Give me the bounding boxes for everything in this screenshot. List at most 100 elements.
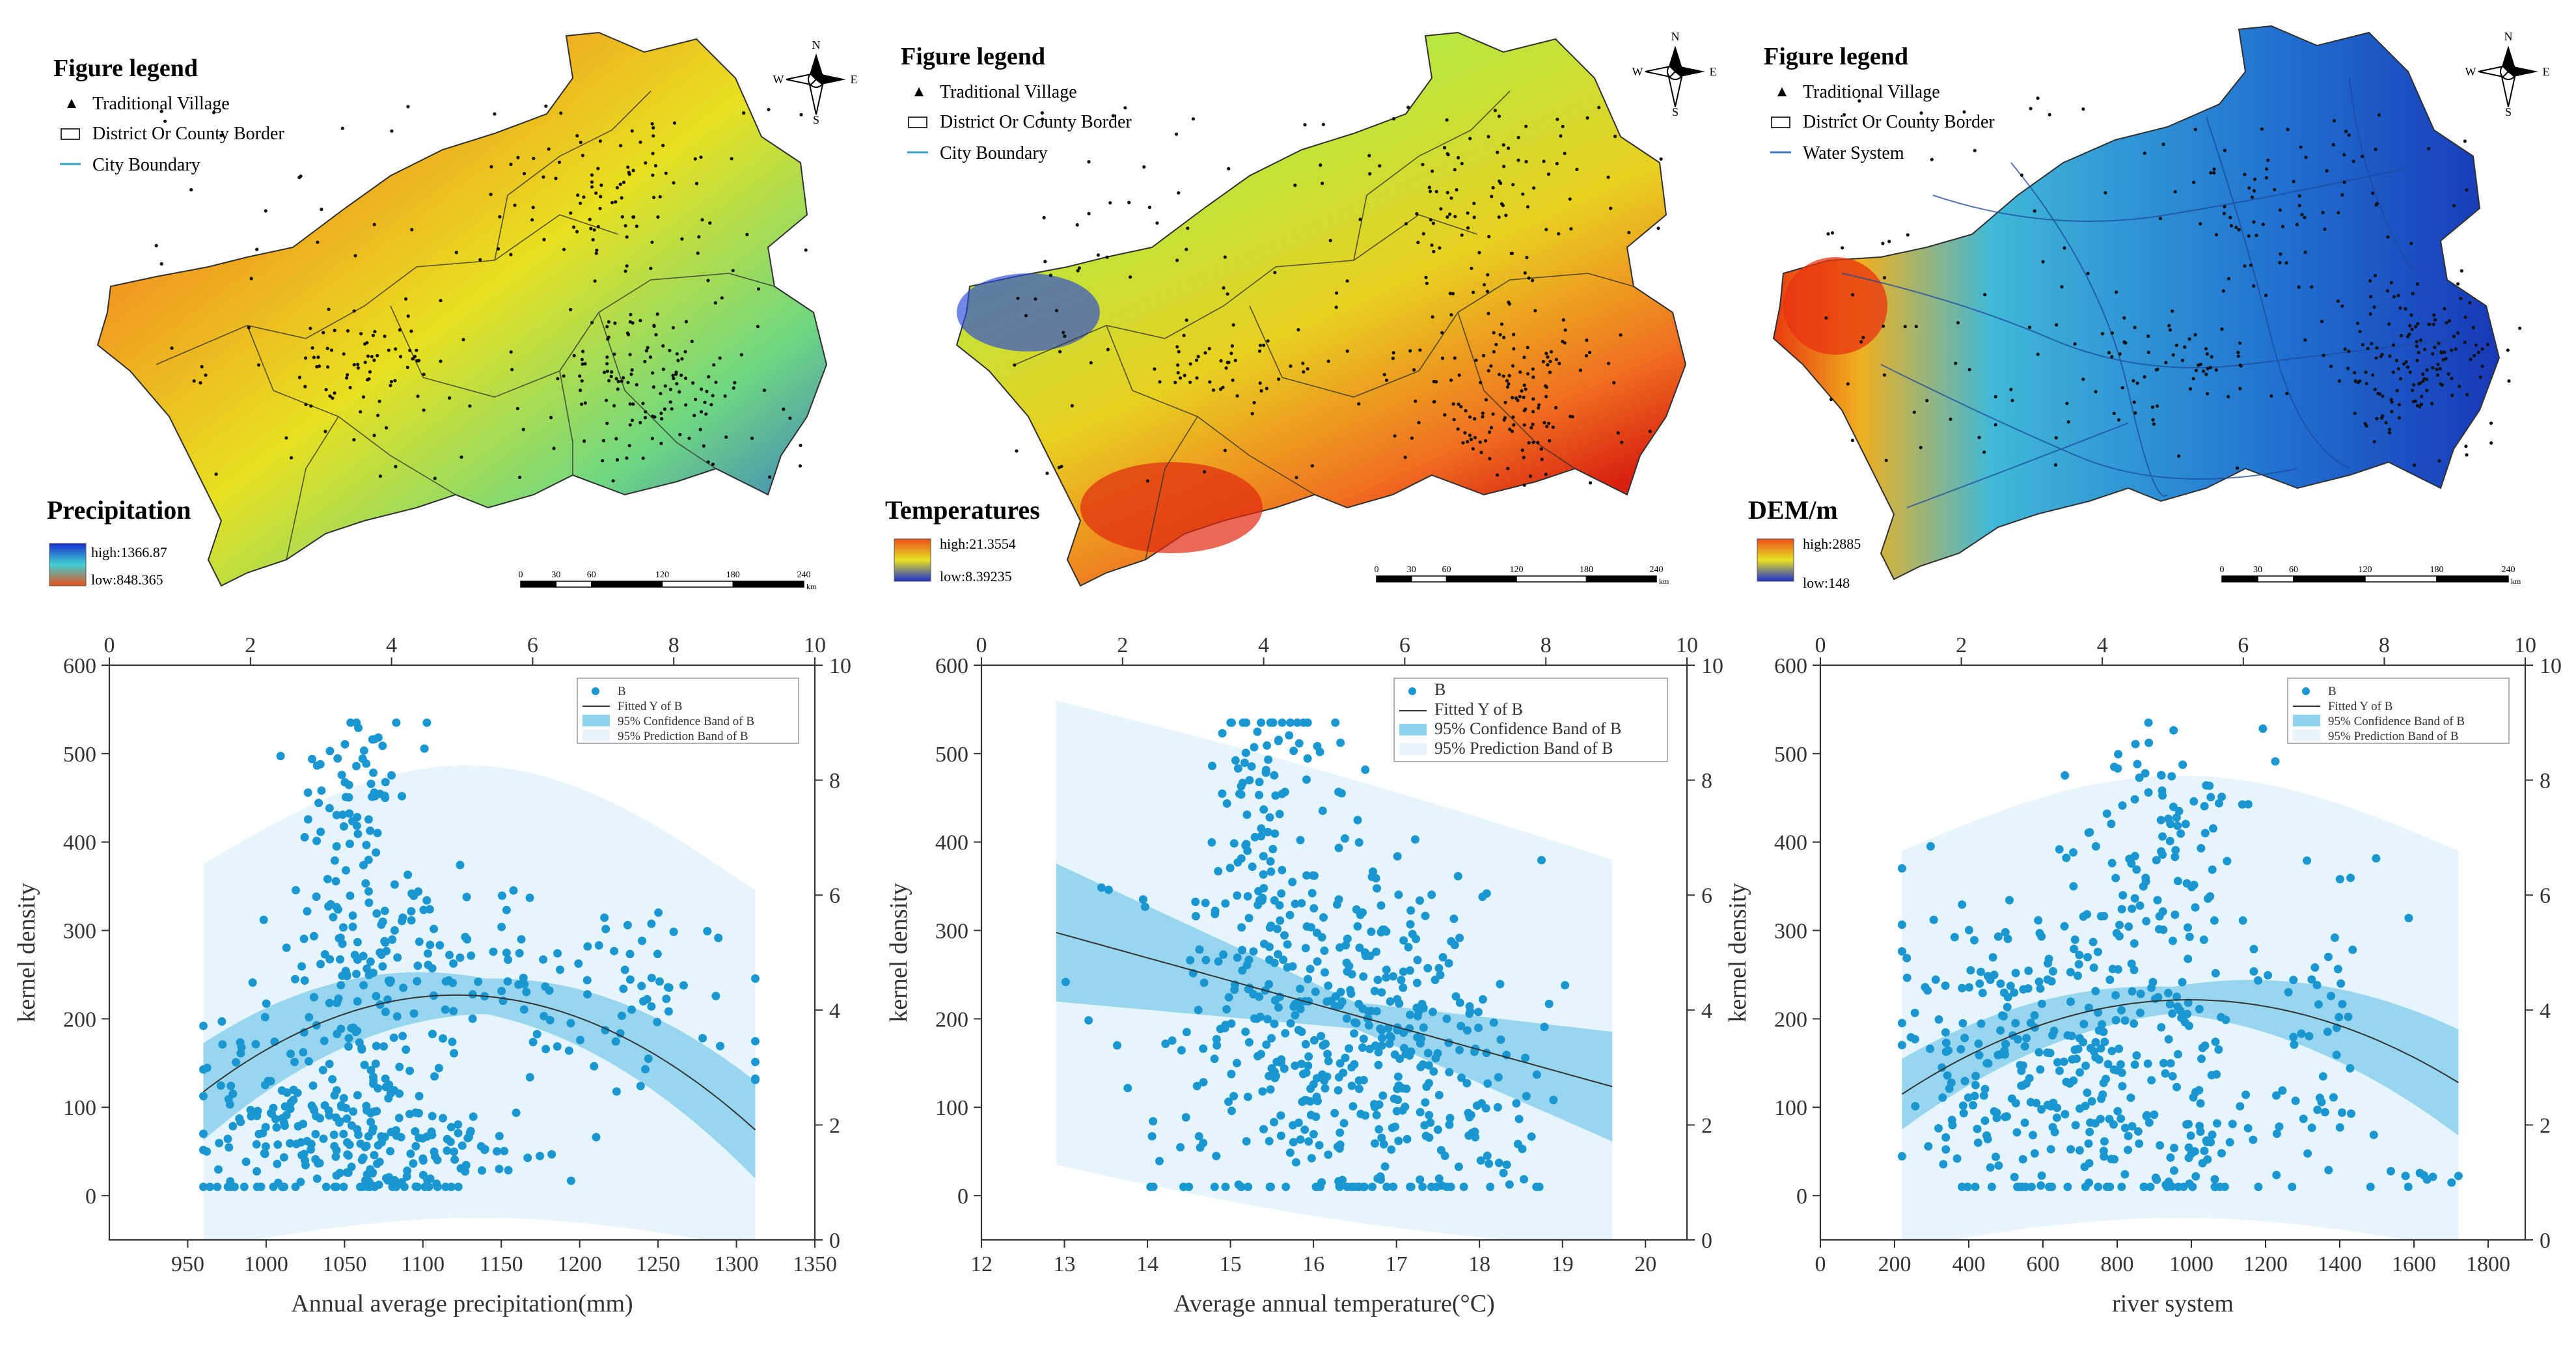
scatter-point [1229, 1092, 1239, 1101]
scatter-point [366, 779, 376, 788]
village-point [1525, 256, 1529, 260]
svg-text:S: S [1672, 105, 1679, 118]
village-point [578, 374, 582, 378]
village-point [699, 410, 704, 414]
scatter-point [1299, 718, 1308, 727]
village-point [1522, 483, 1526, 487]
scatter-point [2310, 963, 2320, 972]
scatter-point [2200, 802, 2209, 811]
village-point [404, 297, 408, 301]
scatter-point [325, 1060, 334, 1069]
village-point [768, 475, 772, 479]
village-point [1034, 297, 1037, 301]
village-point [1123, 106, 1127, 110]
village-point [1550, 350, 1554, 354]
village-point [1427, 185, 1431, 189]
village-point [1406, 105, 1410, 109]
scatter-point [1421, 1131, 1431, 1140]
legend-item-border: District Or County Border [61, 124, 284, 144]
scatter-point [1971, 1183, 1980, 1191]
scatter-point [419, 905, 428, 914]
scatter-point [2180, 1018, 2189, 1026]
scatter-point [308, 754, 316, 763]
scatter-point [1244, 914, 1254, 922]
village-point [653, 164, 658, 168]
village-point [1523, 271, 1527, 275]
village-point [2415, 359, 2419, 363]
scatter-point [1453, 872, 1462, 881]
legend-item-label: Traditional Village [940, 82, 1077, 102]
scale-unit: km [1659, 577, 1669, 586]
scatter-point [2173, 1050, 2182, 1059]
scatter-point [1227, 1069, 1236, 1078]
village-point [2369, 295, 2373, 299]
top-tick-label: 8 [1541, 633, 1552, 657]
scatter-point [1138, 895, 1147, 904]
scatter-point [2024, 967, 2033, 975]
scatter-point [1249, 947, 1258, 956]
village-point [2376, 392, 2380, 396]
scatter-point [316, 1114, 325, 1123]
village-point [1259, 389, 1263, 393]
scatter-point [2303, 1149, 2312, 1158]
scatter-point [430, 1072, 439, 1081]
scatter-point [1311, 987, 1320, 996]
village-point [1106, 348, 1110, 351]
scatter-point [545, 1015, 555, 1024]
village-point [1484, 439, 1488, 443]
village-point [2188, 387, 2193, 391]
scatter-point [2079, 1019, 2089, 1028]
scatter-point [449, 1007, 458, 1015]
village-point [1183, 374, 1186, 378]
village-point [413, 355, 417, 359]
village-point [2238, 341, 2242, 345]
scatter-point [458, 1141, 467, 1150]
village-point [2164, 361, 2168, 364]
scatter-point [1265, 1136, 1274, 1146]
scatter-point [1483, 1079, 1492, 1088]
village-point [683, 350, 687, 354]
village-point [2459, 296, 2463, 301]
scatter-point [1181, 1113, 1190, 1122]
scatter-point [1941, 982, 1950, 990]
scatter-point [364, 898, 374, 907]
village-point [1185, 318, 1188, 322]
village-point [1429, 218, 1432, 222]
village-point [2297, 285, 2301, 289]
village-point [1512, 333, 1516, 336]
scatter-point [1374, 1060, 1383, 1069]
scatter-point [342, 1114, 351, 1123]
village-point [398, 328, 402, 332]
scatter-point [329, 913, 338, 922]
scatter-point [1242, 810, 1252, 819]
village-point [2395, 389, 2399, 392]
village-point [2418, 405, 2422, 409]
legend-box [2287, 678, 2510, 744]
village-point [376, 353, 379, 358]
scatter-point [1986, 1163, 1995, 1172]
scatter-point [495, 1164, 504, 1174]
village-point [1431, 221, 1435, 225]
village-point [2404, 307, 2407, 311]
y-tick-label: 600 [935, 654, 968, 678]
scatter-point [2211, 1037, 2220, 1047]
scatter-point [1263, 741, 1272, 750]
scatter-point [1444, 959, 1453, 968]
scatter-point [1210, 1054, 1219, 1064]
scatter-point [2093, 948, 2102, 956]
village-points [154, 104, 808, 483]
scatter-point [1255, 896, 1264, 905]
x-axis-label: river system [2112, 1290, 2234, 1317]
village-point [2391, 343, 2395, 347]
village-point [509, 350, 513, 354]
scatter-point [348, 922, 357, 931]
scatter-point [1413, 1011, 1422, 1021]
village-point [632, 215, 636, 219]
scatter-point [1532, 1070, 1541, 1079]
village-point [2110, 355, 2114, 359]
scatter-point [1926, 842, 1935, 851]
village-point [1415, 212, 1419, 216]
scatter-point [1259, 805, 1268, 814]
village-point [1207, 347, 1211, 351]
scatter-point [2168, 1072, 2177, 1080]
